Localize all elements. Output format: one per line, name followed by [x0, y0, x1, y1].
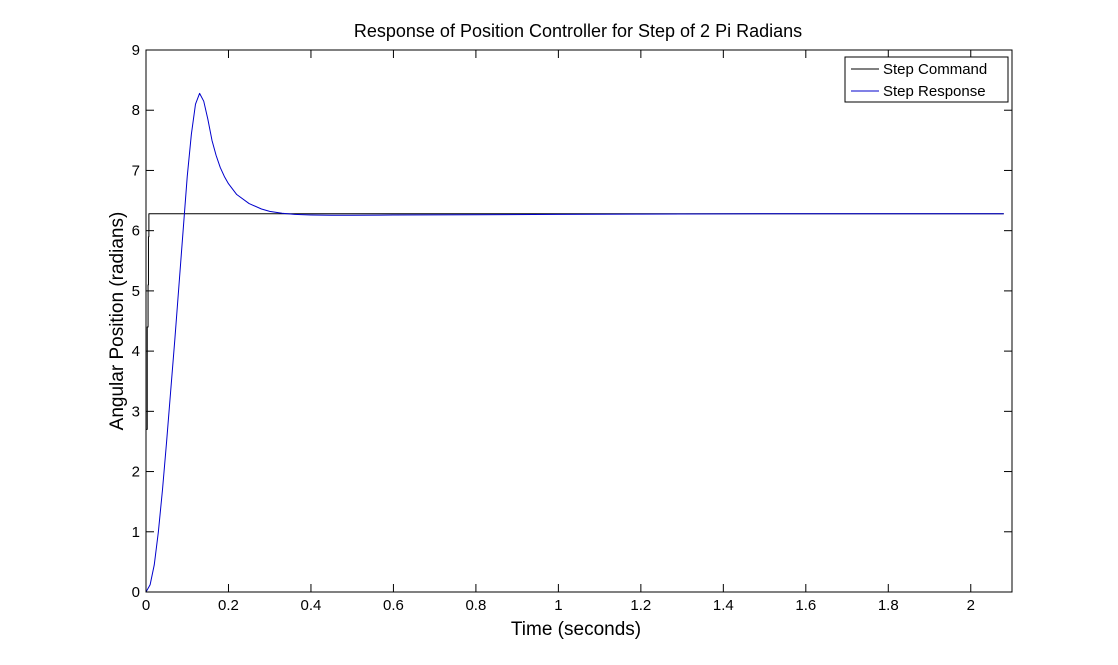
y-tick-label: 7 — [132, 162, 140, 179]
series-layer — [146, 92, 1004, 592]
x-tick-label: 0.4 — [301, 597, 322, 614]
y-axis: 0 1 2 3 4 5 6 7 8 9 — [132, 42, 1012, 601]
x-tick-label: 1.6 — [795, 597, 816, 614]
series-line-step-response — [146, 92, 1004, 592]
x-axis: 0 0.2 0.4 0.6 0.8 1 1.2 1.4 1.6 1.8 2 — [142, 50, 975, 614]
y-tick-label: 2 — [132, 464, 140, 481]
y-tick-label: 1 — [132, 524, 140, 541]
plot-area-frame — [145, 49, 1013, 593]
legend-box — [844, 56, 1009, 103]
x-tick-label: 1.4 — [713, 597, 734, 614]
x-tick-label: 0.8 — [465, 597, 486, 614]
x-tick-label: 0.2 — [218, 597, 239, 614]
series-line-step-command — [146, 213, 1004, 430]
y-tick-label: 5 — [132, 283, 140, 300]
y-tick-label: 0 — [132, 584, 140, 601]
x-tick-label: 1.8 — [878, 597, 899, 614]
legend: Step Command Step Response — [844, 56, 1009, 103]
x-tick-label: 0.6 — [383, 597, 404, 614]
x-tick-label: 0 — [142, 597, 150, 614]
y-tick-label: 3 — [132, 403, 140, 420]
x-tick-label: 2 — [967, 597, 975, 614]
legend-label-step-command: Step Command — [883, 61, 987, 78]
y-tick-label: 6 — [132, 223, 140, 240]
legend-label-step-response: Step Response — [883, 83, 986, 100]
x-axis-title: Time (seconds) — [511, 619, 641, 640]
x-tick-label: 1.2 — [630, 597, 651, 614]
chart-title: Response of Position Controller for Step… — [354, 21, 802, 41]
y-tick-label: 4 — [132, 343, 140, 360]
y-axis-title: Angular Position (radians) — [107, 212, 128, 431]
y-tick-label: 9 — [132, 42, 140, 59]
x-tick-label: 1 — [554, 597, 562, 614]
y-tick-label: 8 — [132, 102, 140, 119]
